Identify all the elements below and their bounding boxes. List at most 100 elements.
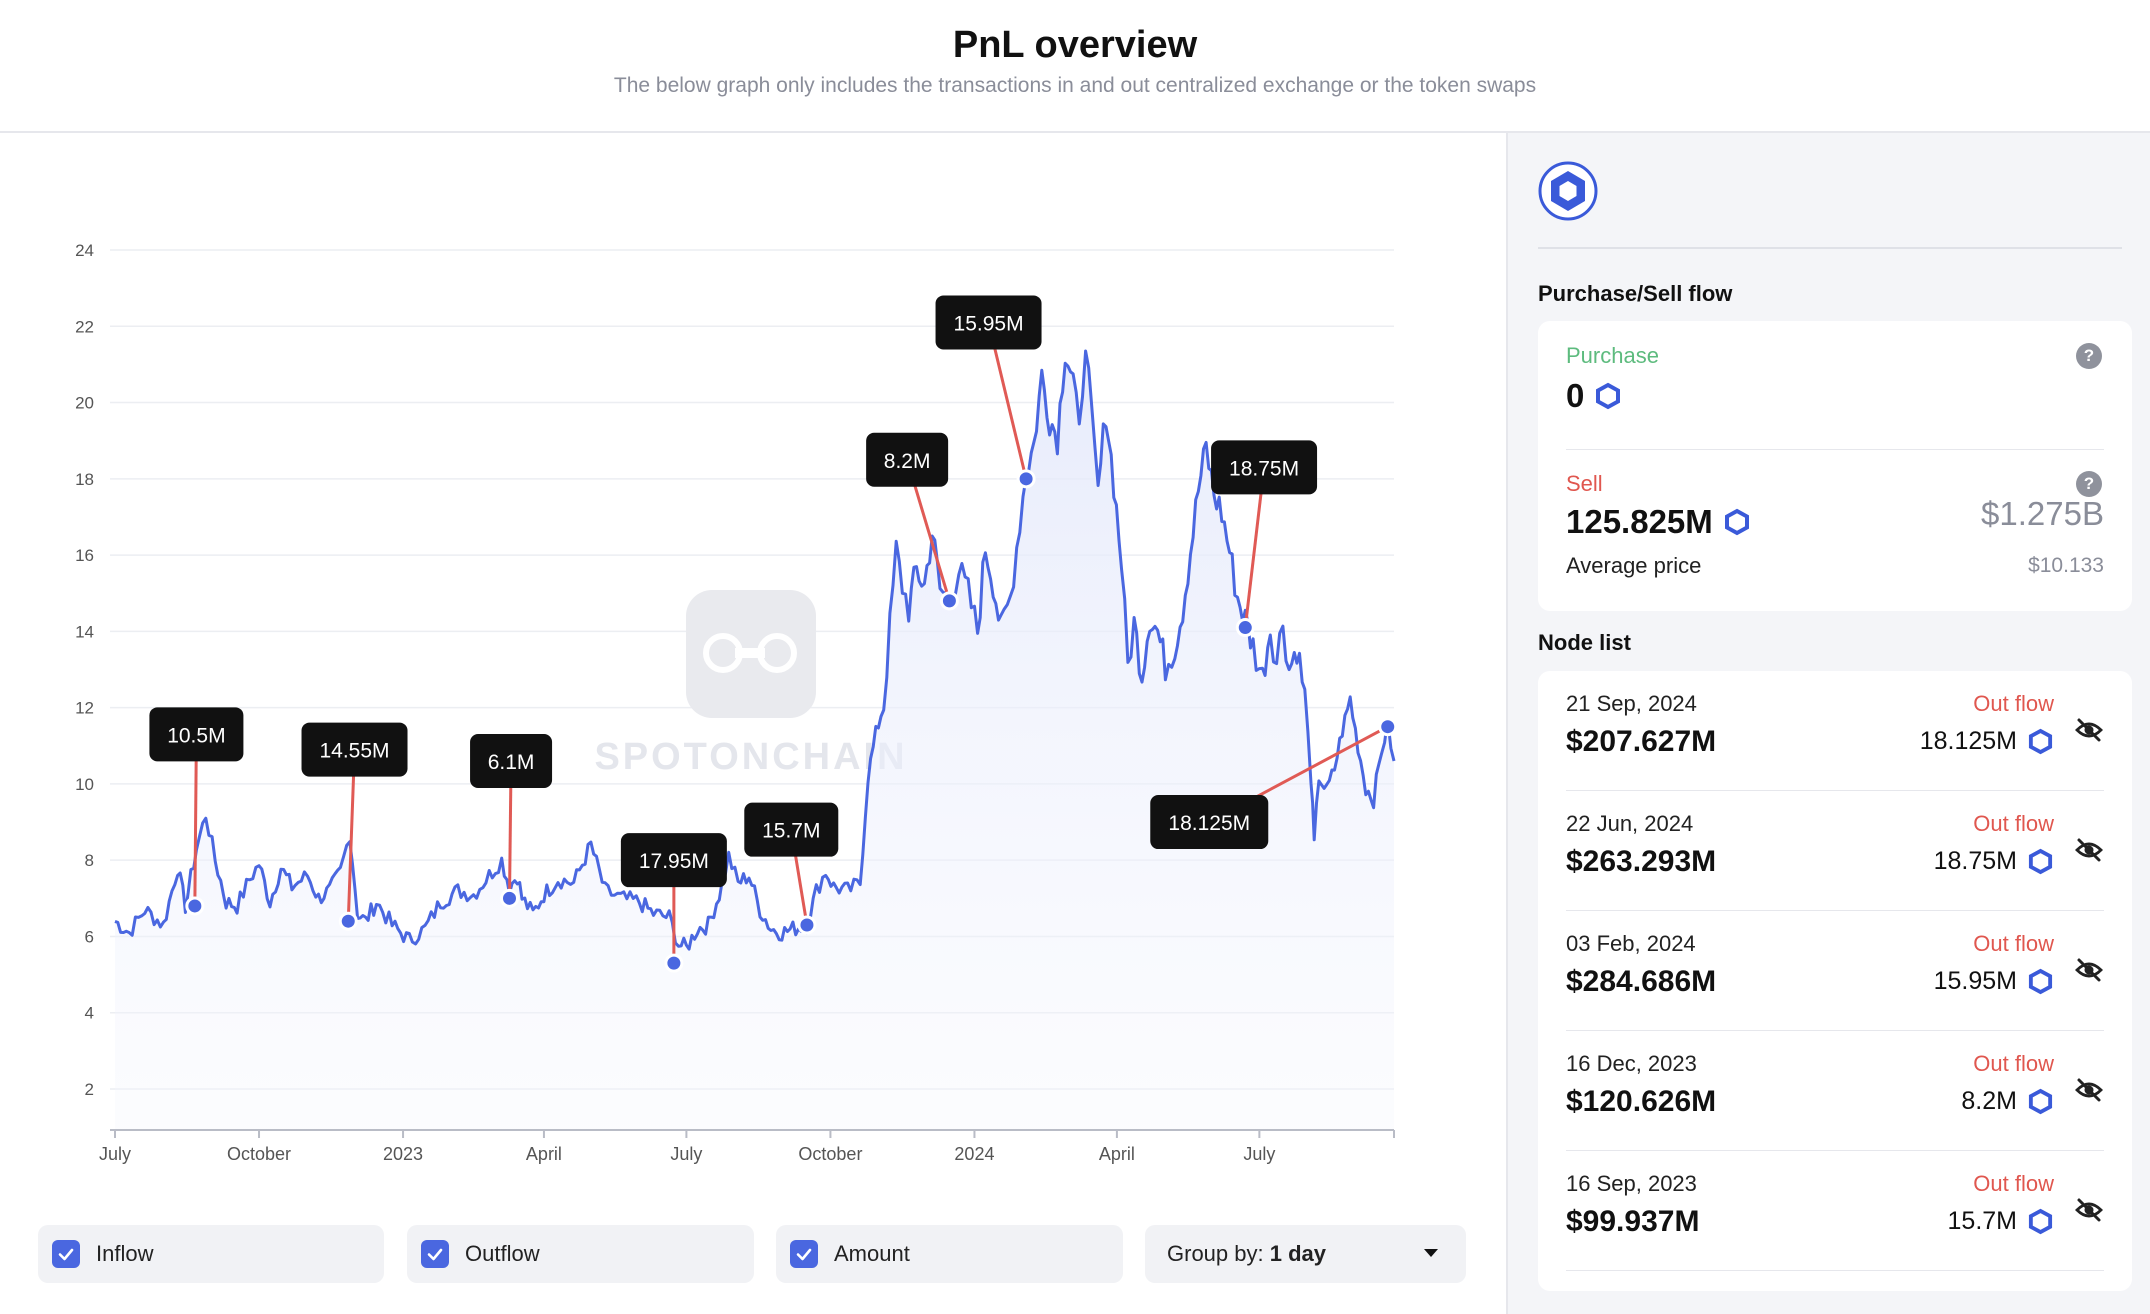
node-amount-text: 15.7M: [1947, 1207, 2017, 1235]
outflow-checkbox[interactable]: [421, 1240, 449, 1268]
group-by-label: Group by: 1 day: [1167, 1241, 1326, 1267]
node-amount-text: 8.2M: [1961, 1087, 2017, 1115]
transaction-annotation[interactable]: 17.95M: [620, 833, 727, 973]
annotation-box: [470, 734, 553, 789]
outflow-toggle[interactable]: Outflow: [407, 1225, 754, 1283]
token-hexagon-icon: [2028, 848, 2053, 875]
amount-toggle[interactable]: Amount: [776, 1225, 1123, 1283]
list-item[interactable]: 03 Feb, 2024 $284.686M Out flow 15.95M: [1566, 911, 2104, 1031]
annotation-point[interactable]: [1378, 717, 1398, 737]
inflow-toggle[interactable]: Inflow: [38, 1225, 384, 1283]
annotation-point[interactable]: [664, 953, 684, 973]
node-amount-text: 15.95M: [1933, 967, 2017, 995]
chainlink-hexagon-icon: [1538, 161, 1598, 221]
y-tick-label: 18: [75, 470, 94, 489]
node-amount: 15.95M: [1934, 967, 2054, 996]
eye-off-icon[interactable]: [2074, 835, 2104, 865]
y-tick-label: 8: [85, 851, 94, 870]
annotation-label: 10.5M: [167, 724, 225, 747]
node-date: 16 Sep, 2023: [1566, 1171, 1697, 1196]
eye-off-icon[interactable]: [2074, 1075, 2104, 1105]
x-tick-label: 2024: [954, 1144, 994, 1164]
node-date: 16 Dec, 2023: [1566, 1051, 1697, 1076]
node-usd-value: $99.937M: [1566, 1205, 1700, 1238]
node-usd-value: $120.626M: [1566, 1085, 1717, 1118]
divider: [1566, 1270, 2104, 1271]
y-tick-label: 16: [75, 546, 94, 565]
node-direction: Out flow: [1973, 931, 2054, 956]
x-tick-label: July: [99, 1144, 131, 1164]
annotation-point[interactable]: [1016, 469, 1036, 489]
sidebar: Purchase/Sell flow Purchase ? 0 Sell ? 1…: [1506, 133, 2150, 1314]
page-header: PnL overview The below graph only includ…: [0, 0, 2150, 133]
transaction-annotation[interactable]: 18.125M: [1150, 717, 1398, 850]
token-hexagon-icon: [2028, 1088, 2053, 1115]
purchase-amount: 0: [1566, 377, 1585, 414]
annotation-box: [935, 295, 1042, 350]
node-amount-text: 18.75M: [1933, 847, 2017, 875]
node-direction: Out flow: [1973, 1051, 2054, 1076]
annotation-point[interactable]: [185, 896, 205, 916]
inflow-checkbox[interactable]: [52, 1240, 80, 1268]
caret-down-icon: [1424, 1249, 1438, 1257]
divider: [1566, 449, 2104, 450]
annotation-label: 18.125M: [1168, 812, 1250, 835]
annotation-label: 8.2M: [884, 450, 931, 473]
transaction-annotation[interactable]: 18.75M: [1211, 440, 1318, 638]
group-by-value: 1 day: [1269, 1241, 1326, 1266]
divider: [1538, 247, 2122, 249]
eye-off-icon[interactable]: [2074, 715, 2104, 745]
help-icon[interactable]: ?: [2076, 343, 2102, 369]
annotation-point[interactable]: [500, 888, 520, 908]
node-direction: Out flow: [1973, 691, 2054, 716]
y-tick-label: 22: [75, 317, 94, 336]
pnl-chart-panel: SPOTONCHAIN 2 4 6 8 10 12 14 16 18 20 22 24 July Octo…: [0, 133, 1506, 1314]
transaction-annotation[interactable]: 14.55M: [301, 722, 408, 931]
list-item[interactable]: 16 Dec, 2023 $120.626M Out flow 8.2M: [1566, 1031, 2104, 1151]
transaction-annotation[interactable]: 8.2M: [866, 432, 959, 611]
annotation-point[interactable]: [338, 911, 358, 931]
y-tick-label: 12: [75, 699, 94, 718]
list-item[interactable]: 16 Sep, 2023 $99.937M Out flow 15.7M: [1566, 1151, 2104, 1271]
x-tick-label: April: [1099, 1144, 1135, 1164]
divider: [1566, 790, 2104, 791]
annotation-point[interactable]: [797, 915, 817, 935]
annotation-point[interactable]: [939, 591, 959, 611]
sell-label: Sell: [1566, 471, 1603, 496]
token-hexagon-icon: [1724, 508, 1749, 536]
x-tick-label: 2023: [383, 1144, 423, 1164]
x-tick-label: October: [798, 1144, 862, 1164]
help-icon[interactable]: ?: [2076, 471, 2102, 497]
group-by-prefix: Group by:: [1167, 1241, 1264, 1266]
sell-amount: 125.825M: [1566, 503, 1713, 540]
chart-line: [114, 349, 1396, 951]
transaction-annotation[interactable]: 10.5M: [149, 707, 244, 916]
purchase-sell-card: Purchase ? 0 Sell ? 125.825M $1.275B Ave…: [1538, 321, 2132, 611]
transaction-annotation[interactable]: 6.1M: [470, 734, 553, 908]
token-hexagon-icon: [1596, 382, 1621, 410]
group-by-select[interactable]: Group by: 1 day: [1145, 1225, 1466, 1283]
annotation-point[interactable]: [1235, 618, 1255, 638]
annotation-box: [620, 833, 727, 888]
transaction-annotation[interactable]: 15.95M: [935, 295, 1042, 489]
node-amount: 15.7M: [1948, 1207, 2054, 1236]
watermark-text: SPOTONCHAIN: [594, 736, 907, 778]
list-item[interactable]: 21 Sep, 2024 $207.627M Out flow 18.125M: [1566, 671, 2104, 791]
annotation-label: 14.55M: [319, 740, 389, 763]
annotation-label: 15.7M: [762, 820, 820, 843]
eye-off-icon[interactable]: [2074, 1195, 2104, 1225]
amount-checkbox[interactable]: [790, 1240, 818, 1268]
annotation-label: 6.1M: [488, 751, 535, 774]
annotation-box: [149, 707, 244, 762]
node-usd-value: $263.293M: [1566, 845, 1717, 878]
divider: [1566, 1030, 2104, 1031]
divider: [1566, 1150, 2104, 1151]
transaction-annotation[interactable]: 15.7M: [744, 802, 839, 935]
eye-off-icon[interactable]: [2074, 955, 2104, 985]
annotation-box: [866, 432, 949, 487]
page-title: PnL overview: [952, 24, 1198, 66]
token-hexagon-icon: [2028, 1208, 2053, 1235]
list-item[interactable]: 22 Jun, 2024 $263.293M Out flow 18.75M: [1566, 791, 2104, 911]
annotation-label: 17.95M: [639, 850, 709, 873]
